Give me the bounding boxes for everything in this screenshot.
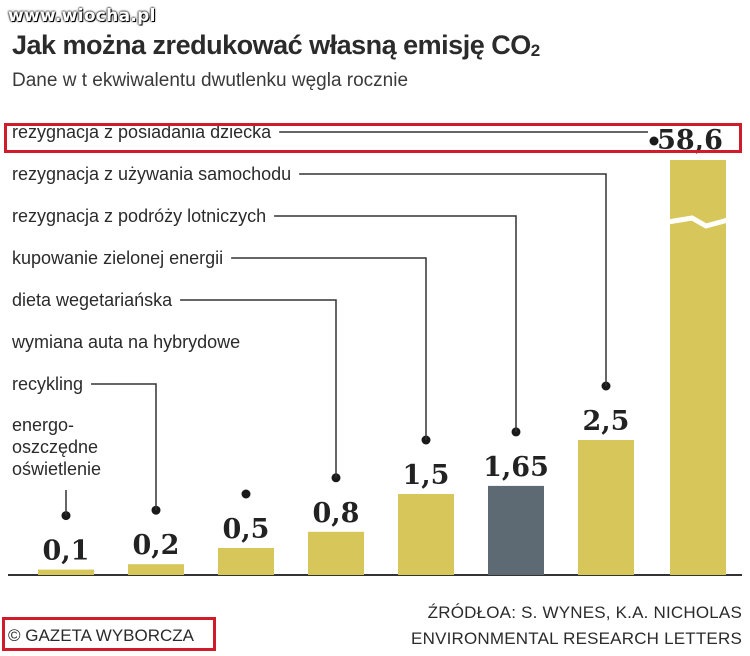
category-label-0-line-1: oszczędne: [12, 437, 98, 457]
watermark: www.wiocha.pl: [8, 6, 156, 26]
leader-line-6: [299, 173, 607, 386]
value-label-1: 0,2: [133, 530, 180, 561]
connector-dot-2: [241, 489, 251, 499]
category-label-4: kupowanie zielonej energii: [12, 248, 223, 268]
value-label-2: 0,5: [223, 514, 270, 545]
source-line-2: ENVIRONMENTAL RESEARCH LETTERS: [411, 629, 742, 648]
category-label-2: wymiana auta na hybrydowe: [11, 332, 240, 352]
copyright-frame: [2, 617, 216, 651]
leader-line-5: [274, 215, 517, 432]
copyright-text: © GAZETA WYBORCZA: [8, 626, 195, 645]
bar-1: [128, 564, 184, 575]
value-label-4: 1,5: [403, 460, 450, 491]
category-label-0-line-2: oświetlenie: [12, 459, 101, 479]
bar-0: [38, 569, 94, 575]
value-label-0: 0,1: [43, 536, 90, 567]
highlight-frame: [4, 123, 742, 153]
category-label-7: rezygnacja z posiadania dziecka: [12, 122, 272, 142]
chart-title: Jak można zredukować własną emisję CO2: [12, 30, 540, 61]
axis-break-marker: [667, 215, 729, 229]
category-label-3: dieta wegetariańska: [12, 290, 173, 310]
chart-title-subscript: 2: [530, 41, 540, 60]
category-label-0-line-0: energo-: [12, 415, 74, 435]
connector-dot-7: [649, 136, 659, 146]
bar-7: [670, 160, 726, 575]
leader-line-3: [180, 299, 337, 478]
bar-2: [218, 548, 274, 575]
value-label-3: 0,8: [313, 498, 360, 529]
bar-6: [578, 440, 634, 575]
category-label-5: rezygnacja z podróży lotniczych: [12, 206, 266, 226]
leader-line-1: [91, 383, 157, 511]
chart-title-text: Jak można zredukować własną emisję CO: [12, 30, 531, 60]
bar-5: [488, 485, 544, 575]
bar-3: [308, 531, 364, 575]
leader-line-4: [231, 257, 427, 440]
value-label-6: 2,5: [583, 406, 630, 437]
bar-4: [398, 494, 454, 575]
value-label-5: 1,65: [483, 452, 549, 483]
source-credit: ŹRÓDŁOA: S. WYNES, K.A. NICHOLAS ENVIRON…: [411, 600, 742, 652]
chart-subtitle: Dane w t ekwiwalentu dwutlenku węgla roc…: [12, 70, 409, 91]
category-label-6: rezygnacja z używania samochodu: [12, 164, 291, 184]
category-label-1: recykling: [12, 374, 83, 394]
source-line-1: ŹRÓDŁOA: S. WYNES, K.A. NICHOLAS: [427, 603, 742, 622]
